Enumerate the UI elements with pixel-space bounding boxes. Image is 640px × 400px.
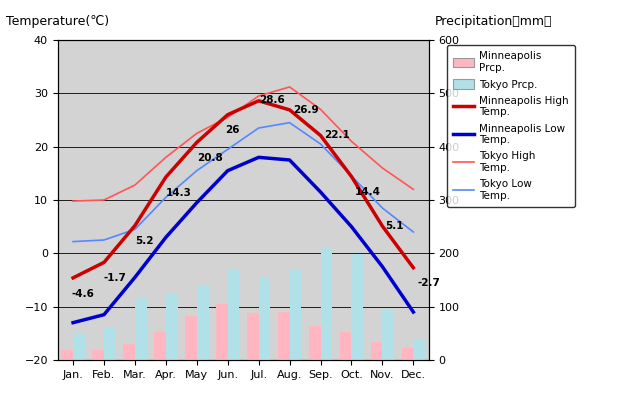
Bar <box>401 348 413 360</box>
Bar <box>196 286 209 360</box>
Bar <box>123 344 135 360</box>
Bar <box>92 350 104 360</box>
Bar <box>308 326 321 360</box>
Text: Temperature(℃): Temperature(℃) <box>6 15 109 28</box>
Bar <box>278 312 289 360</box>
Text: 22.1: 22.1 <box>324 130 349 140</box>
Text: 20.8: 20.8 <box>196 153 223 163</box>
Bar <box>340 332 351 360</box>
Bar <box>61 350 73 360</box>
Bar <box>135 298 147 360</box>
Bar <box>73 334 85 360</box>
Text: -1.7: -1.7 <box>104 273 127 283</box>
Bar <box>321 248 332 360</box>
Text: 5.2: 5.2 <box>135 236 154 246</box>
Bar <box>371 342 383 360</box>
Text: 26: 26 <box>225 125 239 135</box>
Bar <box>228 270 239 360</box>
Bar <box>382 310 394 360</box>
Bar <box>247 313 259 360</box>
Text: -4.6: -4.6 <box>72 288 94 298</box>
Legend: Minneapolis
Prcp., Tokyo Prcp., Minneapolis High
Temp., Minneapolis Low
Temp., T: Minneapolis Prcp., Tokyo Prcp., Minneapo… <box>447 45 575 207</box>
Bar <box>289 270 301 360</box>
Bar <box>185 316 196 360</box>
Bar <box>216 304 228 360</box>
Text: 26.9: 26.9 <box>292 104 318 114</box>
Bar <box>413 339 425 360</box>
Bar <box>259 278 271 360</box>
Text: 14.3: 14.3 <box>166 188 192 198</box>
Text: -2.7: -2.7 <box>418 278 441 288</box>
Bar <box>154 332 166 360</box>
Bar <box>351 254 364 360</box>
Text: 14.4: 14.4 <box>355 187 381 197</box>
Text: 5.1: 5.1 <box>385 221 404 231</box>
Text: 28.6: 28.6 <box>259 96 284 106</box>
Bar <box>104 328 116 360</box>
Text: Precipitation（mm）: Precipitation（mm） <box>435 15 553 28</box>
Bar <box>166 293 178 360</box>
